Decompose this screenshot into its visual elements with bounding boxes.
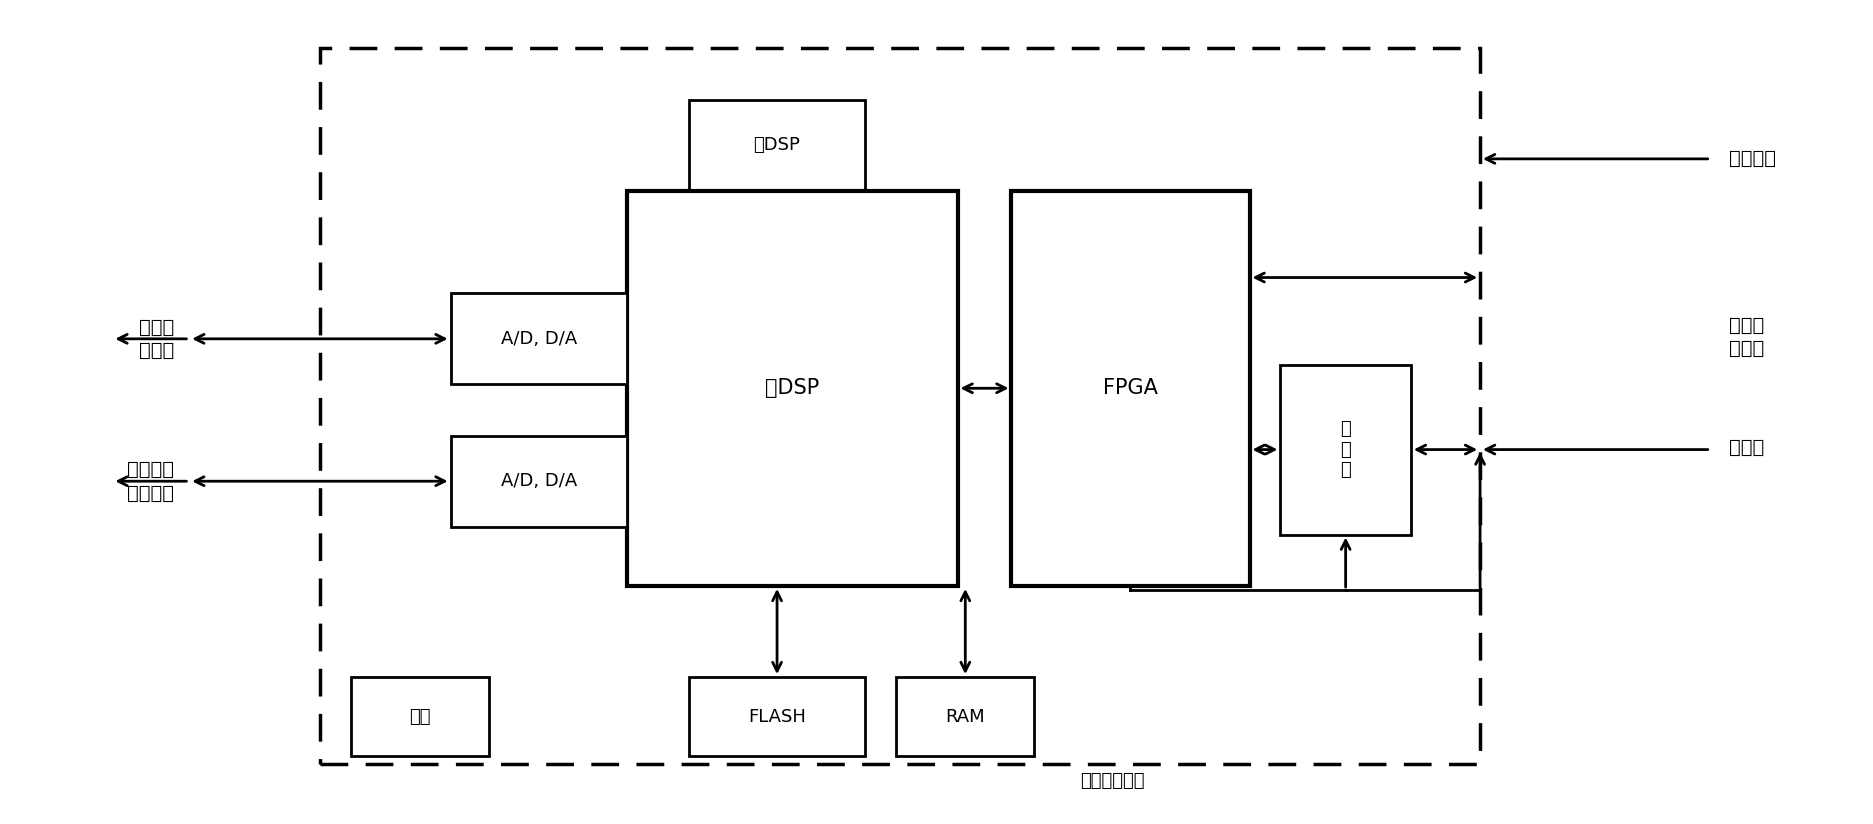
- Bar: [1279, 364, 1410, 535]
- Bar: [450, 293, 627, 384]
- Bar: [689, 677, 865, 756]
- Bar: [689, 100, 865, 190]
- Text: 从DSP: 从DSP: [753, 136, 800, 154]
- Text: A/D, D/A: A/D, D/A: [500, 472, 577, 490]
- Text: 主DSP: 主DSP: [764, 378, 819, 398]
- Text: 保
密
卡: 保 密 卡: [1339, 419, 1350, 480]
- Text: RAM: RAM: [946, 708, 985, 726]
- Text: 话音输
入输出: 话音输 入输出: [139, 317, 174, 360]
- Text: FPGA: FPGA: [1103, 378, 1158, 398]
- Text: 信号处理单元: 信号处理单元: [1081, 772, 1144, 790]
- Text: 计算机: 计算机: [1729, 438, 1762, 457]
- Bar: [320, 48, 1480, 764]
- Bar: [450, 436, 627, 527]
- Text: 电源输入: 电源输入: [1729, 149, 1776, 168]
- Text: 显示控
制单元: 显示控 制单元: [1729, 316, 1762, 358]
- Bar: [895, 677, 1034, 756]
- Text: 基带数据
输入输出: 基带数据 输入输出: [127, 460, 174, 503]
- Bar: [1011, 190, 1249, 586]
- Text: A/D, D/A: A/D, D/A: [500, 330, 577, 348]
- Text: 晶振: 晶振: [408, 708, 431, 726]
- Bar: [350, 677, 489, 756]
- Text: FLASH: FLASH: [747, 708, 805, 726]
- Bar: [627, 190, 957, 586]
